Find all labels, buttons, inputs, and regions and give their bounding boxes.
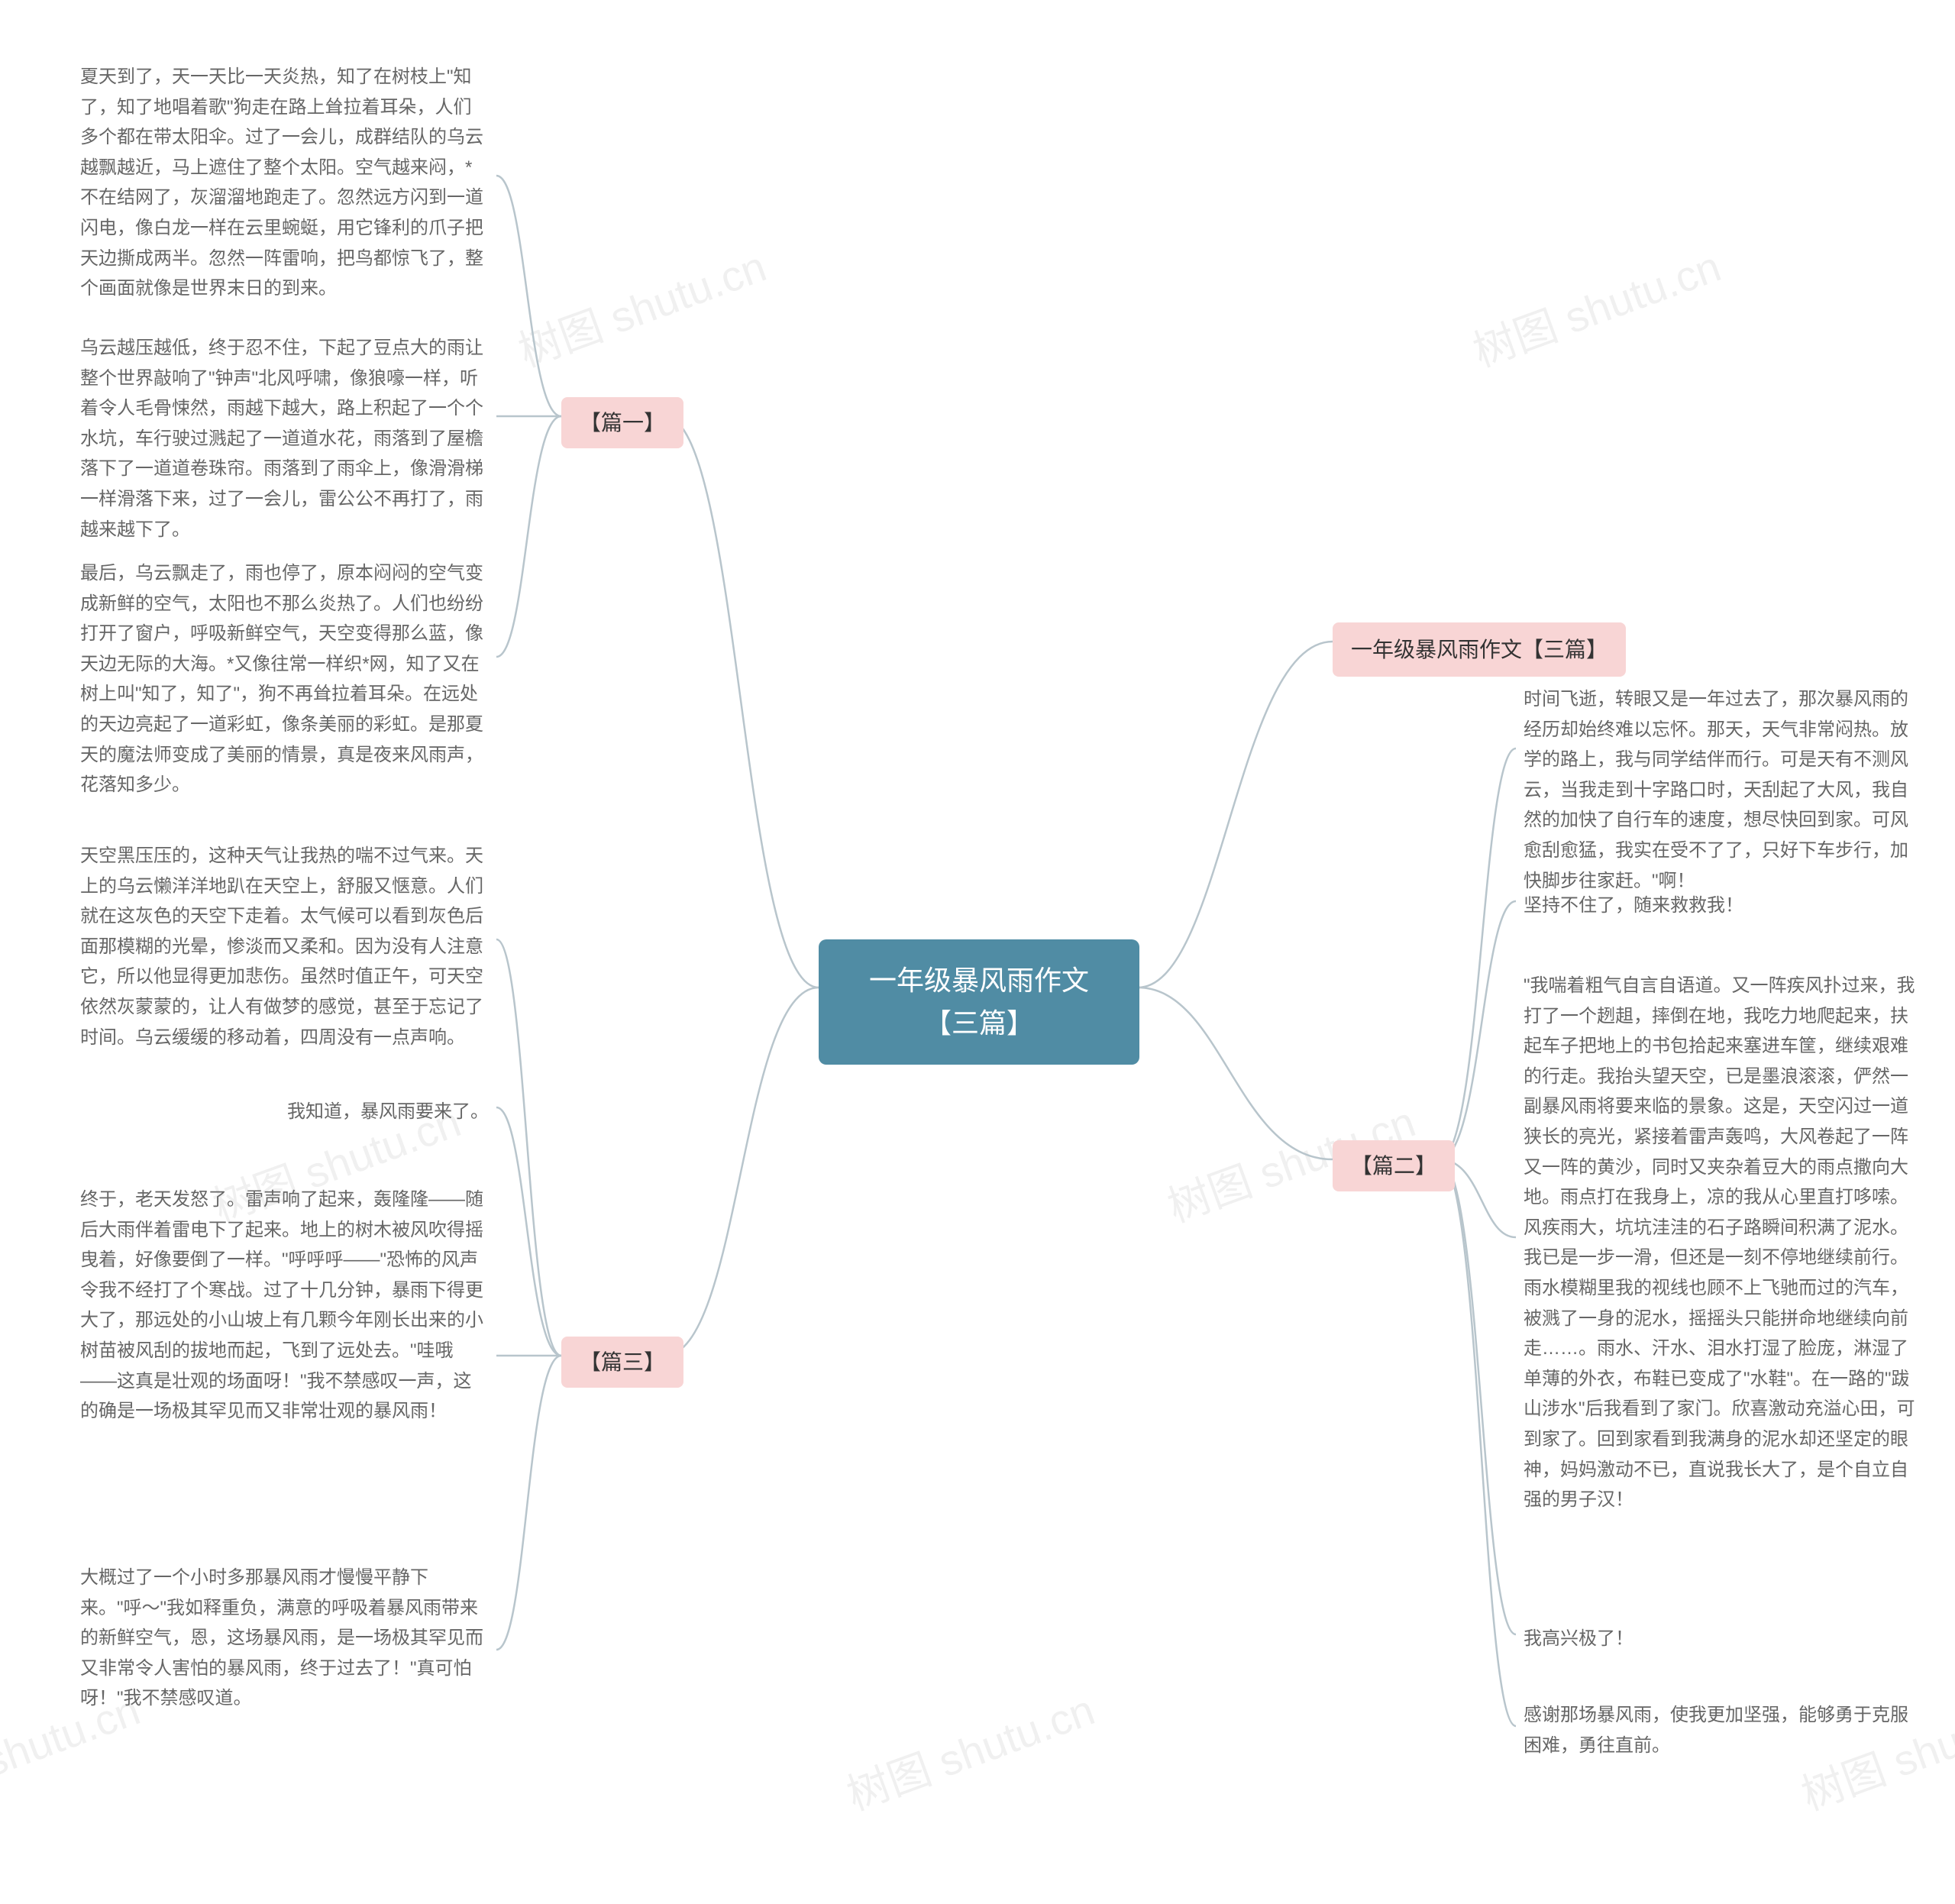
- right-title-node: 一年级暴风雨作文【三篇】: [1333, 622, 1626, 677]
- right-item-3: 我高兴极了！: [1516, 1619, 1928, 1659]
- left-item3-0: 天空黑压压的，这种天气让我热的喘不过气来。天上的乌云懒洋洋地趴在天空上，舒服又惬…: [73, 836, 496, 1057]
- right-item-0: 时间飞逝，转眼又是一年过去了，那次暴风雨的经历却始终难以忘怀。那天，天气非常闷热…: [1516, 680, 1928, 900]
- left-item3-2: 终于，老天发怒了。雷声响了起来，轰隆隆——随后大雨伴着雷电下了起来。地上的树木被…: [73, 1180, 496, 1431]
- left-item3-1: 我知道，暴风雨要来了。: [267, 1092, 496, 1132]
- left-chapter1-node: 【篇一】: [561, 397, 683, 448]
- right-item-1: 坚持不住了，随来救救我！: [1516, 886, 1928, 926]
- watermark: 树图 shutu.cn: [837, 1676, 1102, 1822]
- left-item1-1: 乌云越压越低，终于忍不住，下起了豆点大的雨让整个世界敲响了"钟声"北风呼啸，像狼…: [73, 328, 496, 549]
- left-item1-0: 夏天到了，天一天比一天炎热，知了在树枝上"知了，知了地唱着歌"狗走在路上耸拉着耳…: [73, 57, 496, 309]
- left-chapter3-node: 【篇三】: [561, 1337, 683, 1388]
- right-item-2: "我喘着粗气自言自语道。又一阵疾风扑过来，我打了一个趔趄，摔倒在地，我吃力地爬起…: [1516, 966, 1928, 1520]
- right-item-4: 感谢那场暴风雨，使我更加坚强，能够勇于克服困难，勇往直前。: [1516, 1695, 1928, 1765]
- left-item3-3: 大概过了一个小时多那暴风雨才慢慢平静下来。"呼～"我如释重负，满意的呼吸着暴风雨…: [73, 1558, 496, 1718]
- watermark: 树图 shutu.cn: [1463, 232, 1728, 379]
- right-chapter-node: 【篇二】: [1333, 1140, 1455, 1191]
- center-node: 一年级暴风雨作文【三篇】: [819, 939, 1139, 1065]
- left-item1-2: 最后，乌云飘走了，雨也停了，原本闷闷的空气变成新鲜的空气，太阳也不那么炎热了。人…: [73, 554, 496, 805]
- watermark: 树图 shutu.cn: [509, 232, 774, 379]
